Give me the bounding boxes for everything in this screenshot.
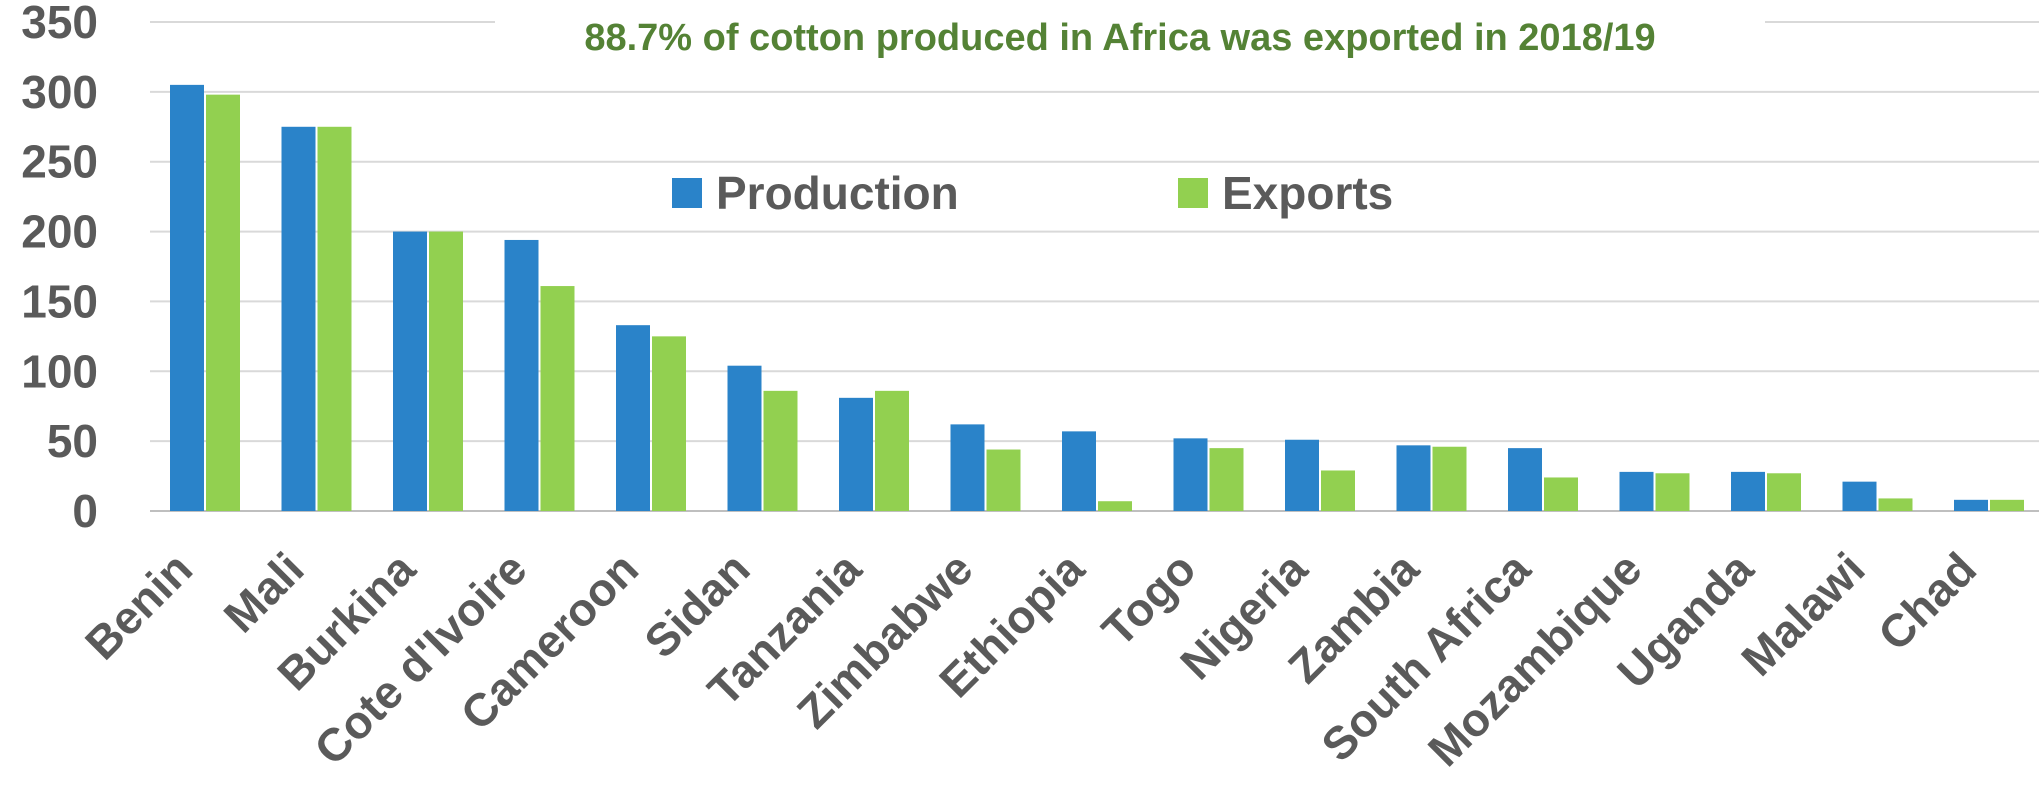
production-bar-cameroon (616, 325, 650, 511)
production-bar-malawi (1843, 482, 1877, 511)
exports-bar-mozambique (1656, 473, 1690, 511)
exports-bar-uganda (1767, 473, 1801, 511)
legend-label-production: Production (716, 167, 959, 219)
exports-bar-sidan (764, 391, 798, 511)
exports-bar-nigeria (1321, 470, 1355, 511)
production-bar-zimbabwe (951, 424, 985, 511)
exports-bar-zambia (1433, 447, 1467, 511)
production-bar-cote-d-ivoire (505, 240, 539, 511)
production-bar-south-africa (1508, 448, 1542, 511)
production-bar-uganda (1731, 472, 1765, 511)
legend-label-exports: Exports (1222, 167, 1393, 219)
exports-bar-burkina (429, 232, 463, 511)
chart-title: 88.7% of cotton produced in Africa was e… (584, 17, 1655, 59)
y-tick-label: 300 (21, 66, 98, 118)
exports-bar-malawi (1879, 498, 1913, 511)
y-tick-label: 100 (21, 345, 98, 397)
y-tick-label: 50 (47, 415, 98, 467)
y-axis-ticks: 0 50 100 150 200 250 300 350 (21, 0, 98, 537)
exports-bar-cote-d-ivoire (541, 286, 575, 511)
production-bar-burkina (393, 232, 427, 511)
exports-bar-benin (206, 95, 240, 511)
production-bar-mali (282, 127, 316, 511)
production-bar-nigeria (1285, 440, 1319, 511)
exports-bar-tanzania (875, 391, 909, 511)
x-tick-label: Chad (1868, 542, 1986, 660)
bars (170, 85, 2024, 511)
production-bar-chad (1954, 500, 1988, 511)
y-tick-label: 0 (72, 485, 98, 537)
legend-swatch-production (672, 178, 702, 208)
production-bar-mozambique (1620, 472, 1654, 511)
legend: Production Exports (672, 167, 1393, 219)
x-tick-label: Mali (214, 542, 314, 642)
legend-swatch-exports (1178, 178, 1208, 208)
exports-bar-togo (1210, 448, 1244, 511)
production-bar-ethiopia (1062, 431, 1096, 511)
y-tick-label: 150 (21, 275, 98, 327)
y-tick-label: 350 (21, 0, 98, 48)
exports-bar-cameroon (652, 336, 686, 511)
exports-bar-chad (1990, 500, 2024, 511)
production-bar-tanzania (839, 398, 873, 511)
x-tick-label: Malawi (1731, 542, 1874, 685)
production-bar-zambia (1397, 445, 1431, 511)
exports-bar-south-africa (1544, 477, 1578, 511)
y-tick-label: 200 (21, 206, 98, 258)
production-bar-togo (1174, 438, 1208, 511)
exports-bar-ethiopia (1098, 501, 1132, 511)
x-tick-label: Benin (75, 542, 202, 669)
exports-bar-mali (318, 127, 352, 511)
production-bar-benin (170, 85, 204, 511)
y-tick-label: 250 (21, 136, 98, 188)
production-bar-sidan (728, 366, 762, 511)
exports-bar-zimbabwe (987, 450, 1021, 511)
